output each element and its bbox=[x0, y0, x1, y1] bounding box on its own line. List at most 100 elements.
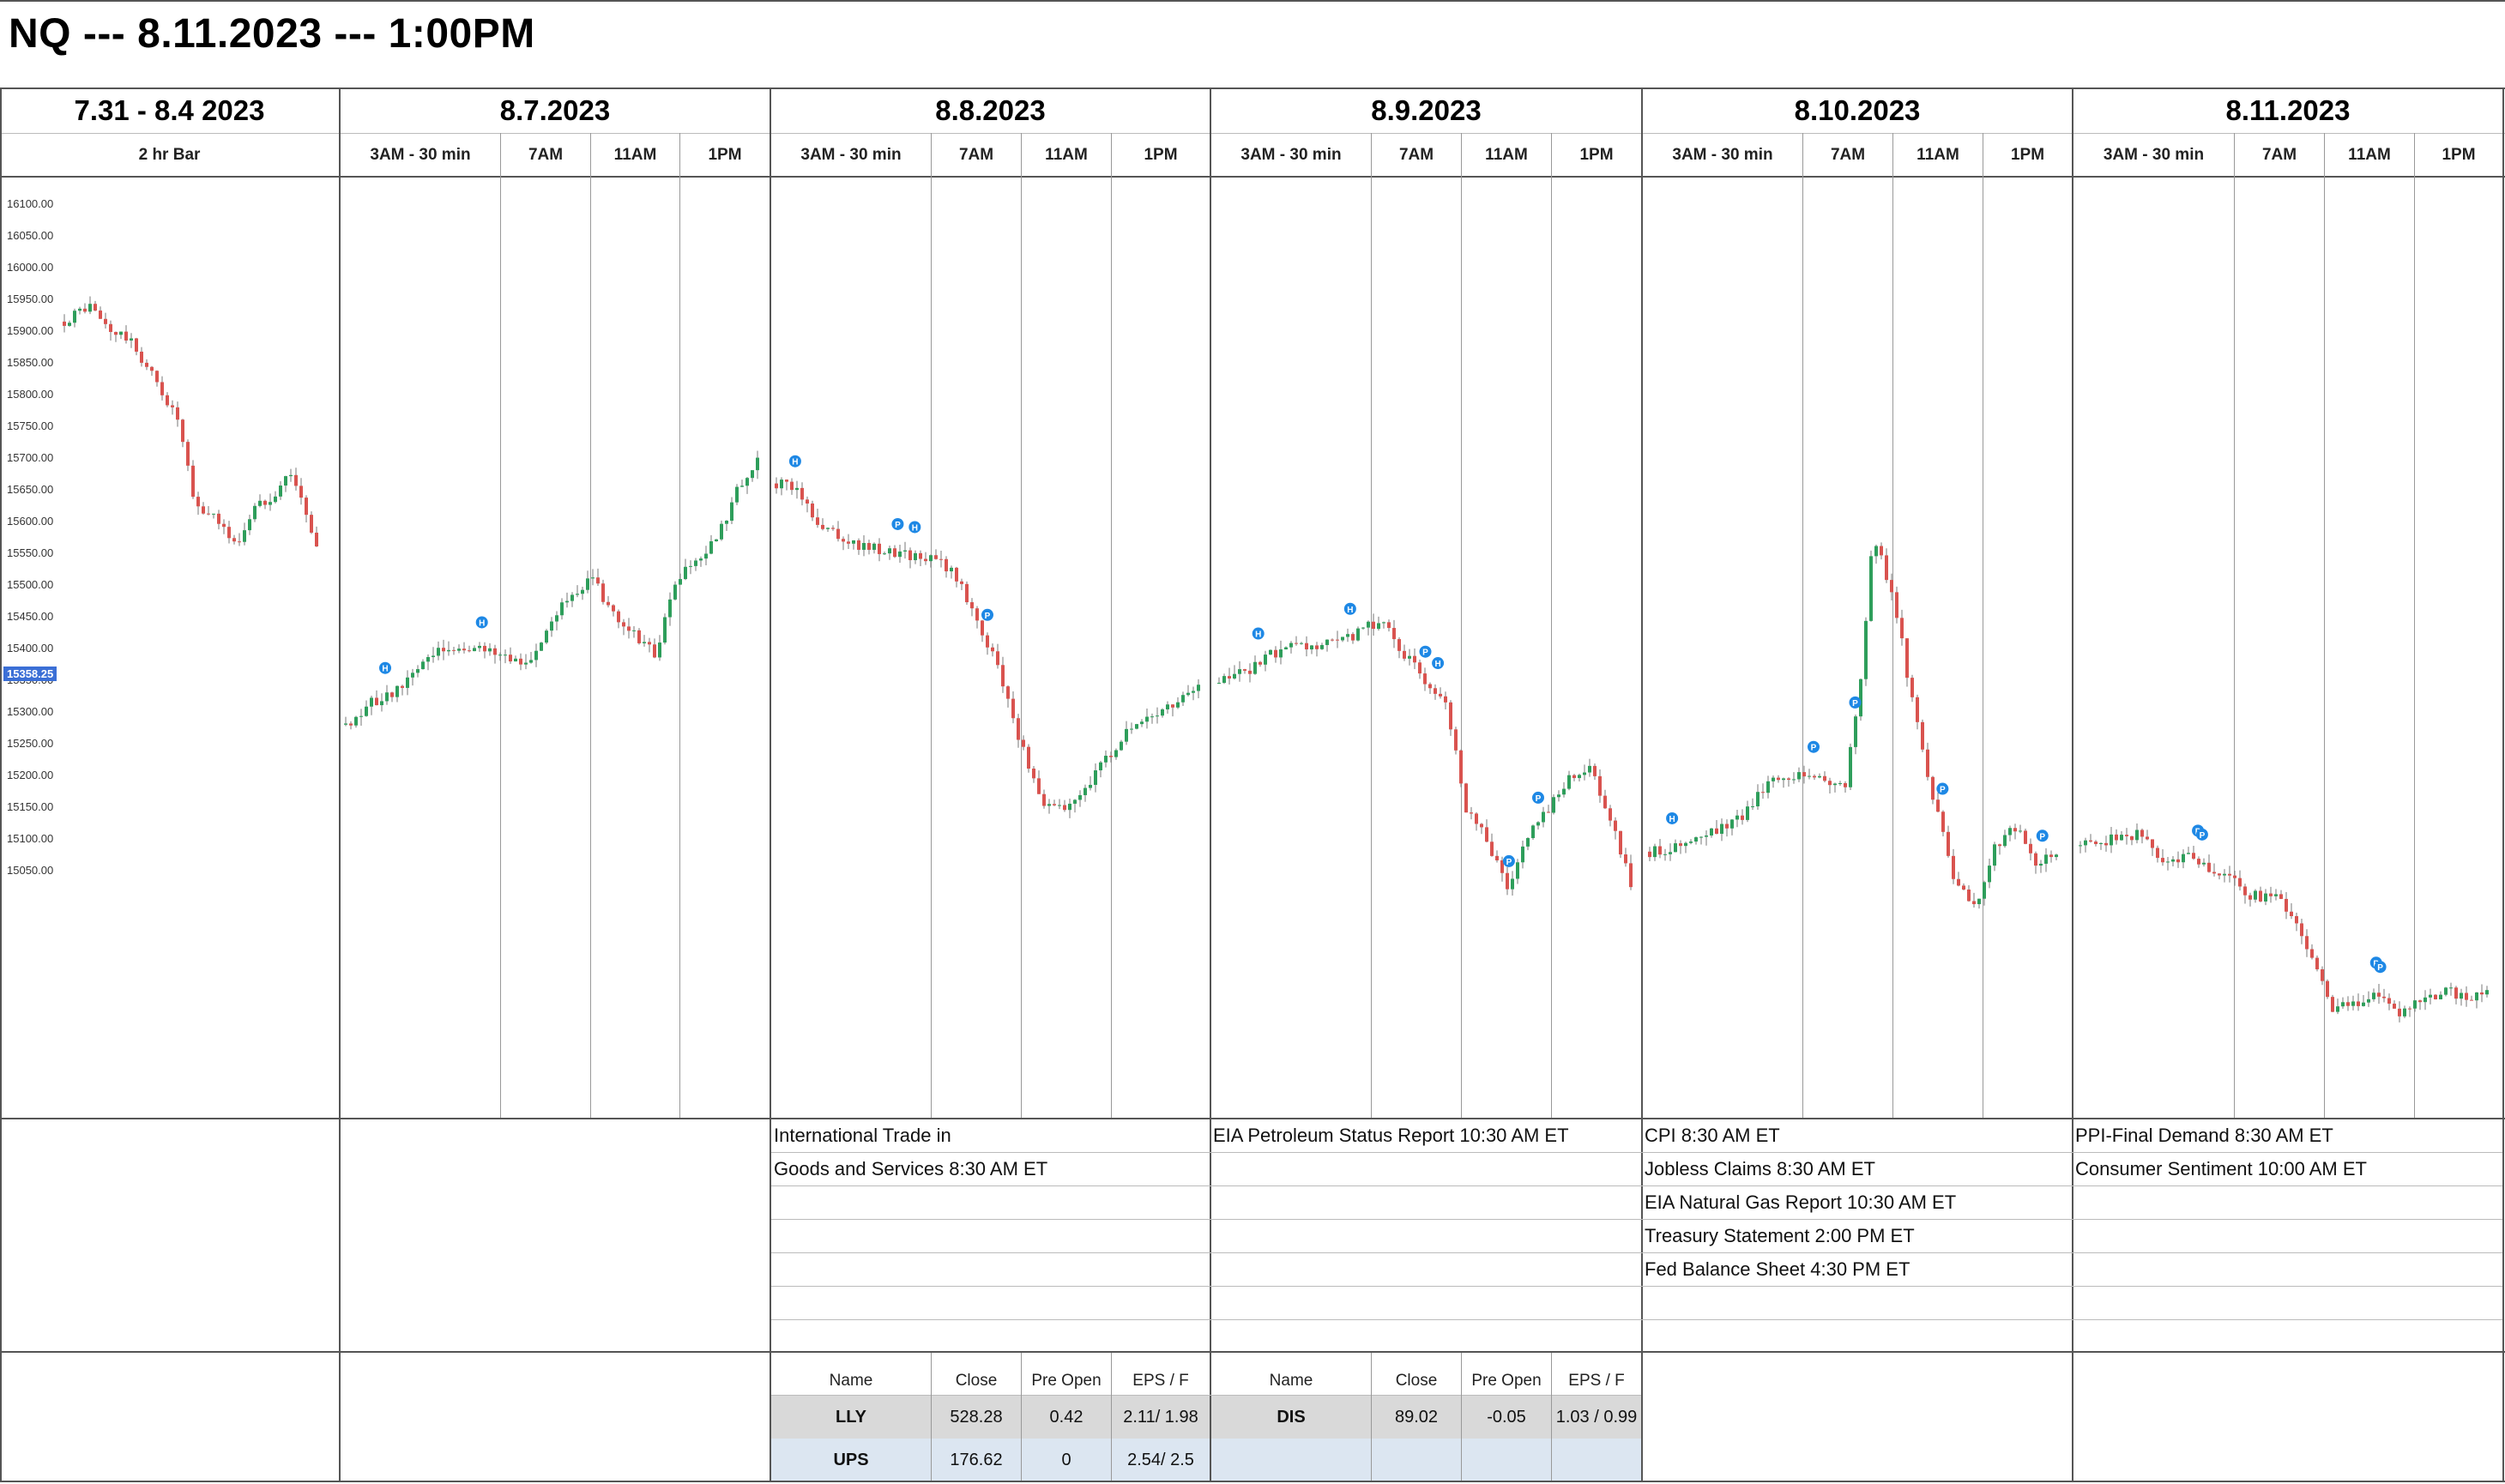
candle-body bbox=[1972, 901, 1976, 905]
candle-body bbox=[1444, 696, 1447, 703]
candle-body bbox=[2315, 957, 2319, 969]
candle-body bbox=[186, 442, 190, 466]
candle-body bbox=[596, 577, 600, 584]
event-item: EIA Natural Gas Report 10:30 AM ET bbox=[1645, 1191, 1957, 1213]
event-marker-icon bbox=[1666, 811, 1679, 824]
candle-body bbox=[1844, 782, 1847, 787]
candle-body bbox=[1248, 670, 1252, 674]
candle-body bbox=[1495, 855, 1499, 860]
candle-body bbox=[622, 622, 625, 627]
earnings-header-preopen: Pre Open bbox=[1471, 1372, 1542, 1390]
candle-body bbox=[269, 502, 272, 505]
candle-body bbox=[519, 658, 522, 665]
candle-body bbox=[1243, 669, 1246, 671]
divider bbox=[1551, 1353, 1552, 1481]
candle-body bbox=[1962, 885, 1965, 890]
candle-body bbox=[1624, 854, 1627, 864]
candle-body bbox=[1161, 709, 1164, 716]
candle-body bbox=[380, 701, 383, 706]
earnings-preopen: -0.05 bbox=[1487, 1407, 1526, 1427]
candle-body bbox=[1068, 803, 1071, 811]
candle-body bbox=[991, 647, 994, 652]
candle-body bbox=[1614, 820, 1617, 831]
candle-body bbox=[2176, 859, 2180, 863]
candle-body bbox=[2099, 842, 2103, 844]
candle-body bbox=[1792, 779, 1796, 781]
event-marker-icon bbox=[475, 616, 488, 629]
divider bbox=[0, 1481, 2505, 1482]
divider bbox=[1892, 133, 1893, 1118]
price-axis-label: 16050.00 bbox=[7, 229, 54, 242]
candle-body bbox=[2377, 992, 2381, 997]
candle-body bbox=[258, 500, 262, 506]
divider bbox=[679, 133, 680, 1118]
candle-body bbox=[1536, 822, 1540, 826]
candle-body bbox=[852, 540, 855, 544]
event-marker-icon bbox=[1936, 782, 1949, 795]
event-marker-label: P bbox=[1940, 786, 1946, 795]
candle-body bbox=[806, 499, 809, 504]
candle-body bbox=[601, 583, 605, 602]
event-marker-label: P bbox=[895, 521, 901, 530]
candle-body bbox=[795, 487, 799, 491]
divider bbox=[771, 1395, 1641, 1396]
candle-body bbox=[653, 644, 656, 658]
candle-body bbox=[720, 523, 723, 540]
candle-body bbox=[1459, 750, 1463, 784]
candle-body bbox=[1392, 628, 1396, 640]
candle-body bbox=[1279, 649, 1283, 658]
candle-body bbox=[2346, 1002, 2350, 1006]
candle-body bbox=[1715, 828, 1718, 835]
candle-body bbox=[370, 697, 373, 707]
candle-body bbox=[1156, 715, 1159, 717]
candle-body bbox=[63, 321, 66, 326]
event-marker-icon bbox=[1531, 791, 1544, 804]
candle-body bbox=[478, 645, 481, 648]
candle-body bbox=[2413, 1000, 2417, 1009]
candle-body bbox=[248, 519, 251, 531]
candle-body bbox=[1490, 842, 1494, 856]
candle-body bbox=[2418, 1000, 2422, 1003]
candle-body bbox=[1890, 580, 1893, 593]
candle-body bbox=[1150, 716, 1154, 718]
price-axis-label: 15600.00 bbox=[7, 515, 54, 528]
candle-body bbox=[2055, 854, 2058, 858]
candle-body bbox=[493, 648, 497, 655]
candle-body bbox=[2351, 1001, 2355, 1006]
candle-body bbox=[637, 630, 641, 643]
candle-body bbox=[1910, 678, 1914, 697]
candle-body bbox=[1710, 828, 1713, 836]
candle-body bbox=[1977, 898, 1981, 905]
event-item: Consumer Sentiment 10:00 AM ET bbox=[2075, 1158, 2367, 1179]
sub-header: 11AM bbox=[1045, 146, 1088, 164]
candle-body bbox=[2336, 1006, 2339, 1012]
price-axis-label: 15950.00 bbox=[7, 293, 54, 305]
candle-body bbox=[903, 550, 907, 552]
candle-body bbox=[934, 555, 938, 559]
candle-body bbox=[1228, 676, 1231, 679]
candle-body bbox=[2485, 990, 2489, 995]
divider bbox=[1551, 133, 1552, 1118]
candle-body bbox=[1397, 639, 1401, 651]
divider bbox=[2324, 133, 2325, 1118]
candle-body bbox=[2475, 992, 2478, 1001]
candle-body bbox=[2465, 992, 2468, 1000]
candle-body bbox=[2115, 834, 2118, 841]
candle-body bbox=[725, 521, 728, 524]
candle-body bbox=[1952, 855, 1955, 879]
event-marker-label: P bbox=[2377, 963, 2383, 973]
candle-body bbox=[1684, 842, 1687, 847]
candle-body bbox=[1027, 746, 1030, 769]
candle-body bbox=[2228, 873, 2231, 876]
candle-body bbox=[699, 558, 703, 561]
sub-header: 1PM bbox=[1144, 146, 1178, 164]
event-marker-icon bbox=[2195, 828, 2208, 841]
candle-body bbox=[109, 323, 112, 332]
price-axis-label: 15400.00 bbox=[7, 642, 54, 655]
candle-body bbox=[1320, 644, 1324, 649]
candle-body bbox=[836, 528, 840, 540]
candle-body bbox=[2460, 992, 2463, 999]
candle-body bbox=[981, 620, 984, 636]
candle-body bbox=[2372, 992, 2375, 999]
